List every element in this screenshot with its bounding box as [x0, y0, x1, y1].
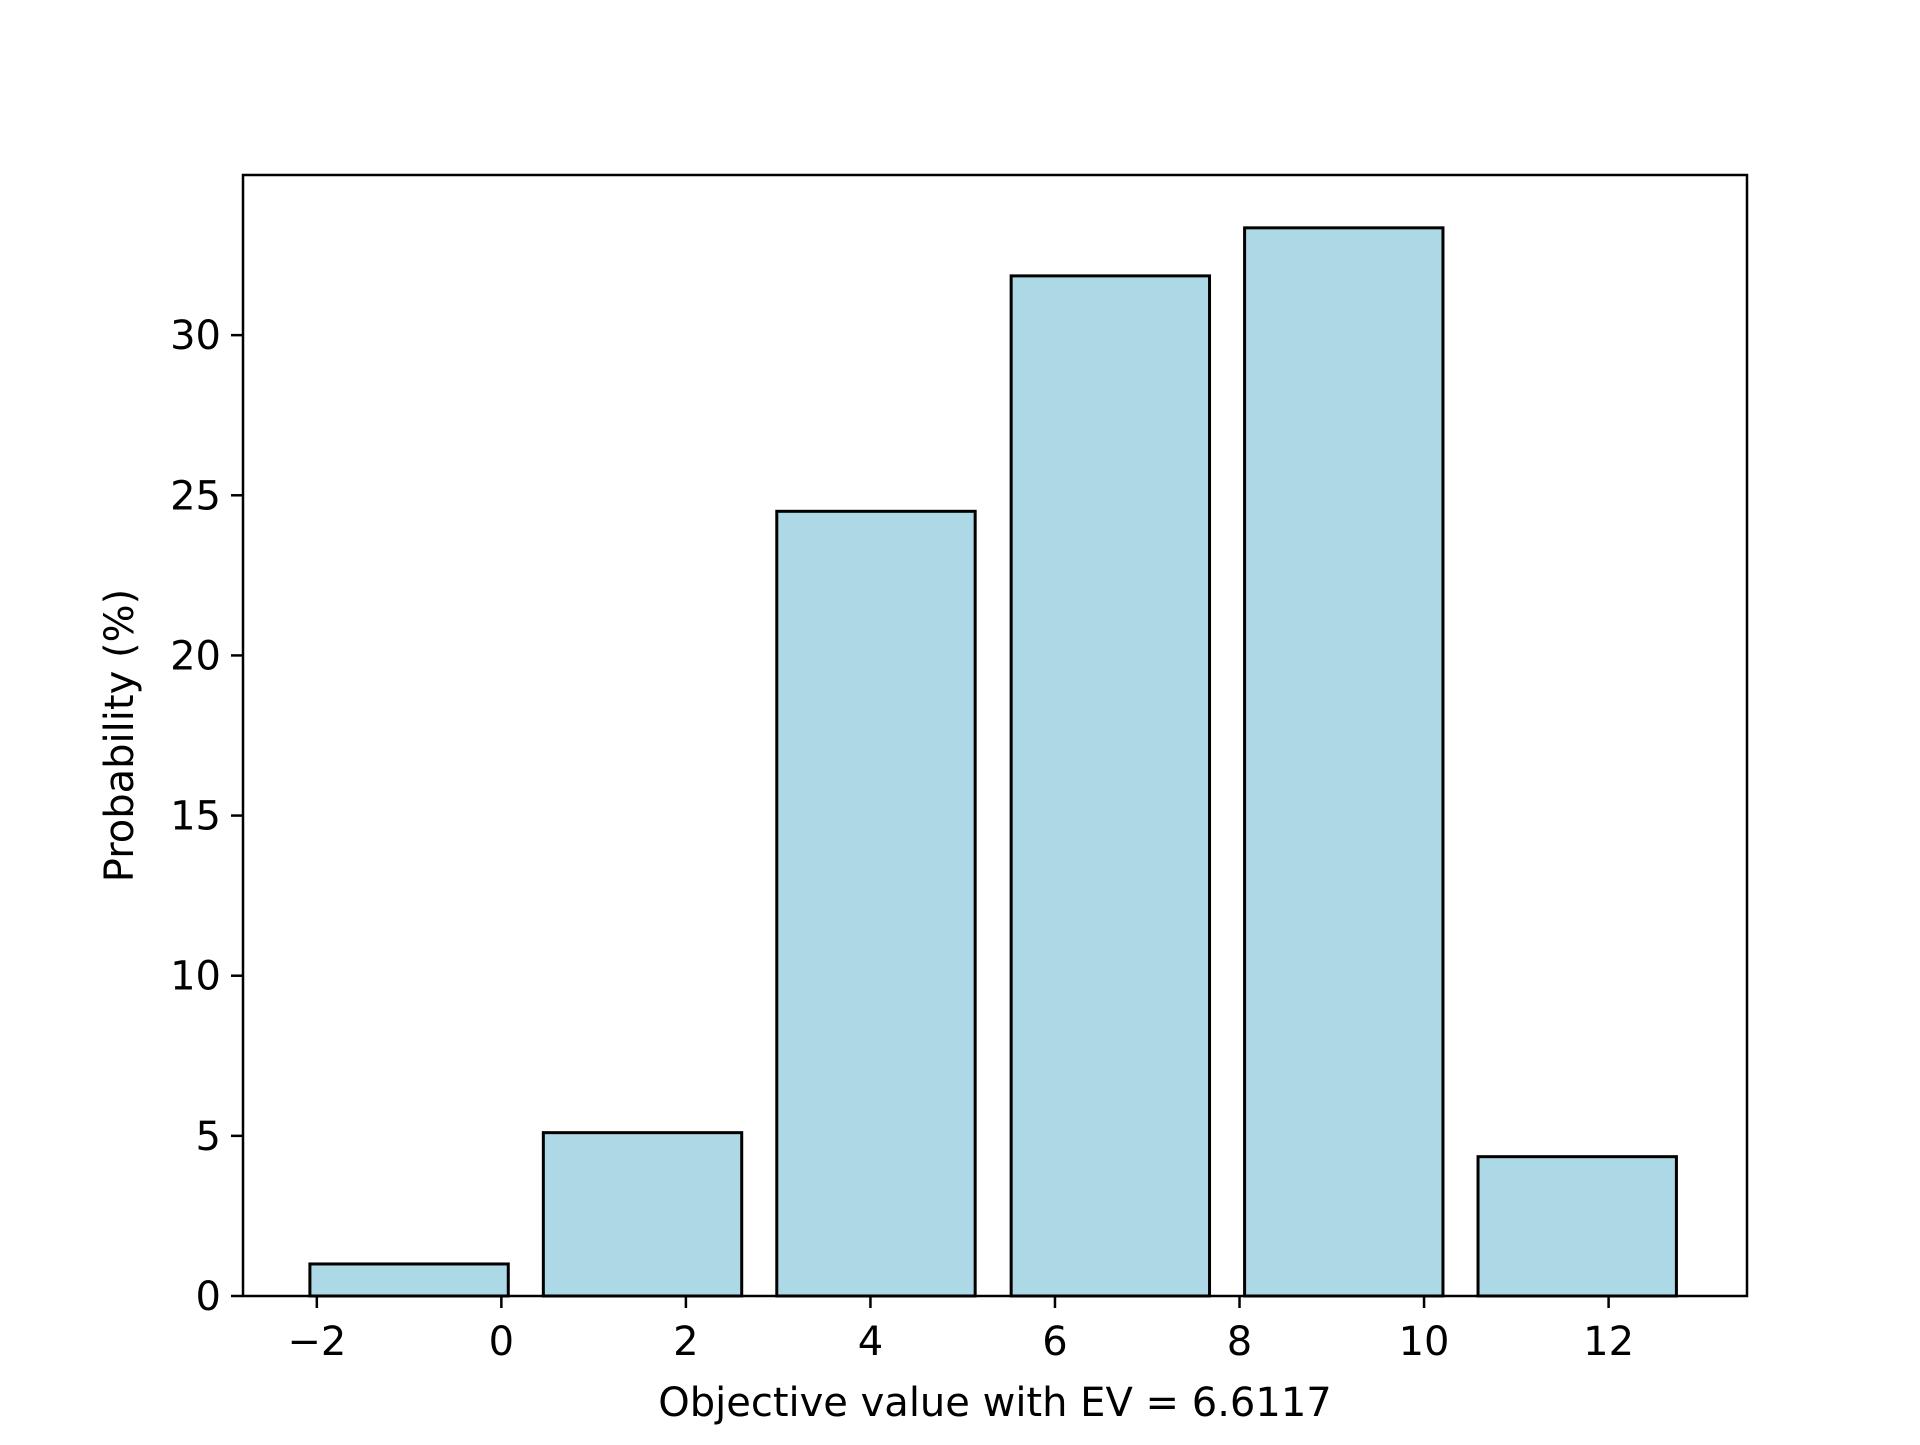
x-tick-label: −2	[287, 1319, 346, 1365]
x-axis-ticks: −2 0 2 4 6 8 10 12	[287, 1296, 1634, 1365]
y-tick-label: 20	[170, 633, 221, 679]
bar-3	[775, 509, 977, 1298]
x-tick-label: 12	[1583, 1319, 1634, 1365]
x-tick-label: 4	[858, 1319, 883, 1365]
bar-2	[541, 1131, 744, 1298]
x-tick-label: 6	[1042, 1319, 1067, 1365]
x-tick-label: 10	[1399, 1319, 1450, 1365]
y-axis-label: Probability (%)	[97, 589, 143, 882]
y-tick-label: 30	[170, 313, 221, 359]
y-tick-label: 5	[196, 1114, 221, 1160]
bar-6	[1476, 1155, 1678, 1298]
y-tick-label: 25	[170, 473, 221, 519]
bar-4	[1009, 274, 1212, 1298]
y-tick-label: 10	[170, 954, 221, 1000]
y-tick-label: 0	[196, 1274, 221, 1320]
x-tick-label: 0	[489, 1319, 514, 1365]
bars-group	[308, 226, 1678, 1298]
x-tick-label: 8	[1227, 1319, 1252, 1365]
x-tick-label: 2	[673, 1319, 698, 1365]
x-axis-label: Objective value with EV = 6.6117	[658, 1380, 1331, 1426]
plot-area-frame	[241, 173, 1749, 1298]
y-axis-ticks: 0 5 10 15 20 25 30	[170, 313, 243, 1320]
bar-5	[1243, 226, 1445, 1298]
y-tick-label: 15	[170, 794, 221, 840]
bar-1	[308, 1262, 510, 1298]
